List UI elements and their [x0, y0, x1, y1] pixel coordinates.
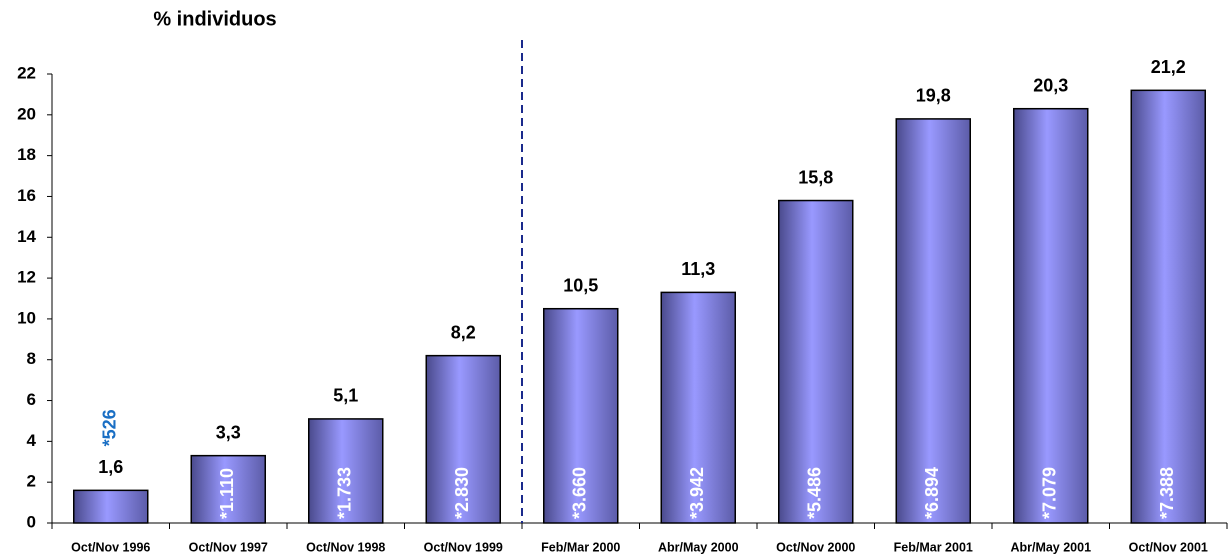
y-tick-label: 6	[27, 390, 36, 409]
bar	[73, 489, 149, 524]
x-tick-label: Oct/Nov 2001	[1129, 540, 1208, 554]
x-tick-label: Feb/Mar 2001	[894, 540, 973, 554]
bar	[895, 118, 971, 524]
value-label: 11,3	[681, 259, 715, 279]
value-label: 1,6	[98, 457, 123, 477]
y-tick-label: 18	[17, 145, 36, 164]
x-tick-label: Oct/Nov 2000	[776, 540, 855, 554]
y-axis-title: % individuos	[153, 8, 276, 30]
bar	[190, 454, 266, 524]
y-tick-label: 2	[27, 472, 36, 491]
value-label: 3,3	[216, 422, 241, 442]
y-tick-label: 20	[17, 104, 36, 123]
y-tick-label: 16	[17, 186, 36, 205]
value-label: 10,5	[563, 275, 598, 295]
sample-label: *1.110	[217, 468, 237, 519]
value-label: 15,8	[798, 167, 833, 187]
value-label: 20,3	[1033, 75, 1068, 95]
bar	[543, 307, 619, 524]
sample-label: *5.486	[805, 467, 825, 519]
x-tick-label: Abr/May 2000	[658, 540, 739, 554]
bar	[660, 291, 736, 524]
x-tick-label: Oct/Nov 1996	[71, 540, 150, 554]
value-label: 8,2	[451, 322, 476, 342]
sample-label: *3.660	[570, 467, 590, 519]
bar	[1130, 89, 1206, 524]
y-tick-label: 22	[17, 63, 36, 82]
sample-label: *1.733	[335, 467, 355, 519]
value-label: 19,8	[916, 86, 951, 106]
sample-label: *7.079	[1040, 467, 1060, 519]
x-tick-label: Feb/Mar 2000	[541, 540, 620, 554]
bar	[425, 354, 501, 524]
y-tick-label: 10	[17, 308, 36, 327]
x-tick-label: Oct/Nov 1999	[424, 540, 503, 554]
bar	[1013, 107, 1089, 524]
y-tick-label: 0	[27, 512, 36, 531]
sample-label: *2.830	[452, 467, 472, 519]
sample-label: *526	[100, 409, 120, 446]
bar	[778, 199, 854, 524]
sample-label: *6.894	[922, 467, 942, 519]
value-label: 5,1	[333, 386, 358, 406]
x-tick-label: Abr/May 2001	[1010, 540, 1091, 554]
y-tick-label: 14	[17, 227, 36, 246]
sample-label: *3.942	[687, 467, 707, 519]
sample-label: *7.388	[1157, 467, 1177, 519]
x-tick-label: Oct/Nov 1998	[306, 540, 385, 554]
x-tick-label: Oct/Nov 1997	[189, 540, 268, 554]
bar	[308, 418, 384, 524]
y-tick-label: 4	[27, 431, 37, 450]
y-tick-label: 8	[27, 349, 36, 368]
value-label: 21,2	[1151, 57, 1186, 77]
y-tick-label: 12	[17, 268, 36, 287]
